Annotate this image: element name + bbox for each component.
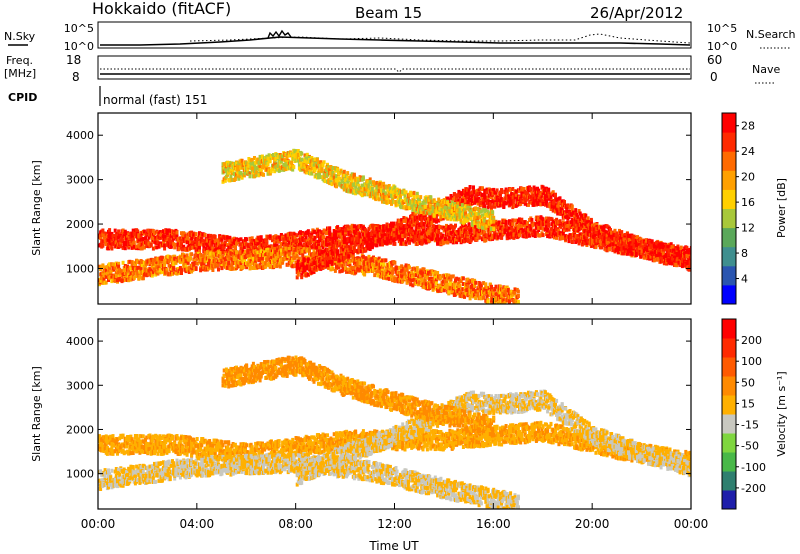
velocity-colorbar-label: Velocity [m s⁻¹] bbox=[775, 371, 788, 456]
velocity-colorbar-label-3: 15 bbox=[741, 397, 755, 410]
nsearch-tick-low: 10^0 bbox=[707, 40, 737, 53]
power-echo-band-2 bbox=[98, 246, 520, 304]
velocity-colorbar-segment-0 bbox=[722, 490, 736, 510]
nave-tick-low: 0 bbox=[710, 70, 718, 84]
time-axis: 00:00 04:00 08:00 12:00 16:00 20:00 00:00 bbox=[81, 113, 709, 531]
velocity-colorbar-frame bbox=[721, 318, 737, 510]
velocity-colorbar-segment-4 bbox=[722, 414, 736, 434]
velocity-colorbar-segment-7 bbox=[722, 357, 736, 377]
power-colorbar-label-1: 8 bbox=[741, 247, 748, 260]
velocity-ylabel: Slant Range [km] bbox=[30, 366, 43, 462]
xtick-label-2: 08:00 bbox=[278, 517, 313, 531]
freq-tick-low: 8 bbox=[72, 70, 80, 84]
velocity-colorbar-segment-3 bbox=[722, 433, 736, 453]
freq-unit: [MHz] bbox=[4, 67, 36, 80]
nsky-tick-low: 10^0 bbox=[64, 40, 94, 53]
power-colorbar-segment-5 bbox=[722, 189, 736, 209]
velocity-colorbar-segment-5 bbox=[722, 395, 736, 415]
velocity-colorbar-segment-6 bbox=[722, 376, 736, 396]
velocity-colorbar-label-1: 100 bbox=[741, 355, 762, 368]
velocity-colorbar-label-0: 200 bbox=[741, 334, 762, 347]
nsearch-tick-high: 10^5 bbox=[707, 22, 737, 35]
power-ytick-label-2: 3000 bbox=[66, 174, 94, 187]
power-ylabel: Slant Range [km] bbox=[30, 160, 43, 256]
power-colorbar-segment-4 bbox=[722, 208, 736, 229]
power-echo-band-4 bbox=[221, 148, 496, 232]
velocity-colorbar-segment-8 bbox=[722, 338, 736, 358]
velocity-colorbar-label-2: 50 bbox=[741, 376, 755, 389]
station-title: Hokkaido (fitACF) bbox=[92, 0, 231, 18]
velocity-colorbar-segment-2 bbox=[722, 452, 736, 472]
nave-tick-high: 60 bbox=[707, 53, 722, 67]
velocity-colorbar-label-7: -200 bbox=[741, 482, 766, 495]
power-panel: 1000 2000 3000 4000 Slant Range [km] 4 8 12 16… bbox=[30, 112, 788, 305]
power-colorbar-segment-3 bbox=[722, 227, 736, 248]
velocity-ytick-label-0: 1000 bbox=[66, 468, 94, 481]
velocity-colorbar-segment-9 bbox=[722, 319, 736, 339]
nsky-panel: N.Sky 10^5 10^0 10^5 10^0 N.Search bbox=[4, 21, 796, 53]
time-axis-label: Time UT bbox=[368, 539, 419, 553]
nsky-tick-high: 10^5 bbox=[64, 22, 94, 35]
xtick-label-0: 00:00 bbox=[81, 517, 116, 531]
nsky-trace bbox=[100, 36, 691, 46]
xtick-label-3: 12:00 bbox=[377, 517, 412, 531]
nsky-burst bbox=[267, 29, 292, 39]
power-colorbar-label-0: 4 bbox=[741, 273, 748, 286]
nave-trace bbox=[100, 68, 690, 73]
power-echo-band-3 bbox=[295, 184, 691, 280]
power-colorbar-label-3: 16 bbox=[741, 196, 755, 209]
power-colorbar-label-2: 12 bbox=[741, 222, 755, 235]
power-colorbar-segment-8 bbox=[722, 132, 736, 152]
nsky-label: N.Sky bbox=[4, 30, 36, 43]
power-colorbar-label-5: 24 bbox=[741, 145, 755, 158]
nsearch-label: N.Search bbox=[746, 28, 796, 41]
power-colorbar-segment-2 bbox=[722, 246, 736, 267]
power-colorbar-segment-6 bbox=[722, 170, 736, 190]
power-colorbar-label-4: 20 bbox=[741, 171, 755, 184]
power-ytick-label-3: 4000 bbox=[66, 129, 94, 142]
freq-label: Freq. bbox=[6, 54, 33, 67]
power-colorbar-label-6: 28 bbox=[741, 120, 755, 133]
power-y-axis: 1000 2000 3000 4000 bbox=[66, 129, 691, 275]
power-colorbar-label: Power [dB] bbox=[775, 178, 788, 238]
velocity-colorbar: 200 100 50 15 -15 -50 -100 -200 bbox=[721, 318, 766, 510]
power-colorbar-segment-0 bbox=[722, 284, 736, 305]
velocity-ytick-label-3: 4000 bbox=[66, 335, 94, 348]
power-colorbar-segment-1 bbox=[722, 265, 736, 286]
velocity-y-axis: 1000 2000 3000 4000 bbox=[66, 335, 691, 481]
velocity-echo-band-4 bbox=[221, 355, 496, 438]
xtick-label-6: 00:00 bbox=[674, 517, 709, 531]
velocity-heatmap bbox=[98, 355, 691, 509]
power-heatmap bbox=[98, 148, 691, 304]
freq-tick-high: 18 bbox=[66, 53, 81, 67]
beam-title: Beam 15 bbox=[355, 4, 422, 22]
nsearch-trace bbox=[189, 33, 691, 44]
velocity-ytick-label-1: 2000 bbox=[66, 423, 94, 436]
xtick-label-1: 04:00 bbox=[180, 517, 215, 531]
velocity-colorbar-label-5: -50 bbox=[741, 440, 759, 453]
velocity-panel: 1000 2000 3000 4000 Slant Range [km] 200 100… bbox=[30, 318, 788, 510]
power-ytick-label-0: 1000 bbox=[66, 262, 94, 275]
power-colorbar-frame bbox=[721, 112, 737, 305]
power-colorbar-segment-7 bbox=[722, 151, 736, 171]
xtick-label-4: 16:00 bbox=[476, 517, 511, 531]
power-colorbar-segment-9 bbox=[722, 113, 736, 133]
power-ytick-label-1: 2000 bbox=[66, 218, 94, 231]
cpid-label: CPID bbox=[8, 91, 37, 104]
velocity-colorbar-label-6: -100 bbox=[741, 461, 766, 474]
freq-panel: Freq. [MHz] 18 8 60 0 Nave bbox=[4, 53, 780, 84]
velocity-colorbar-segment-1 bbox=[722, 471, 736, 491]
cpid-text: normal (fast) 151 bbox=[103, 93, 207, 107]
date-title: 26/Apr/2012 bbox=[590, 4, 683, 22]
nave-label: Nave bbox=[752, 63, 780, 76]
velocity-colorbar-label-4: -15 bbox=[741, 419, 759, 432]
velocity-ytick-label-2: 3000 bbox=[66, 379, 94, 392]
xtick-label-5: 20:00 bbox=[575, 517, 610, 531]
power-colorbar: 4 8 12 16 20 24 28 bbox=[721, 112, 755, 305]
